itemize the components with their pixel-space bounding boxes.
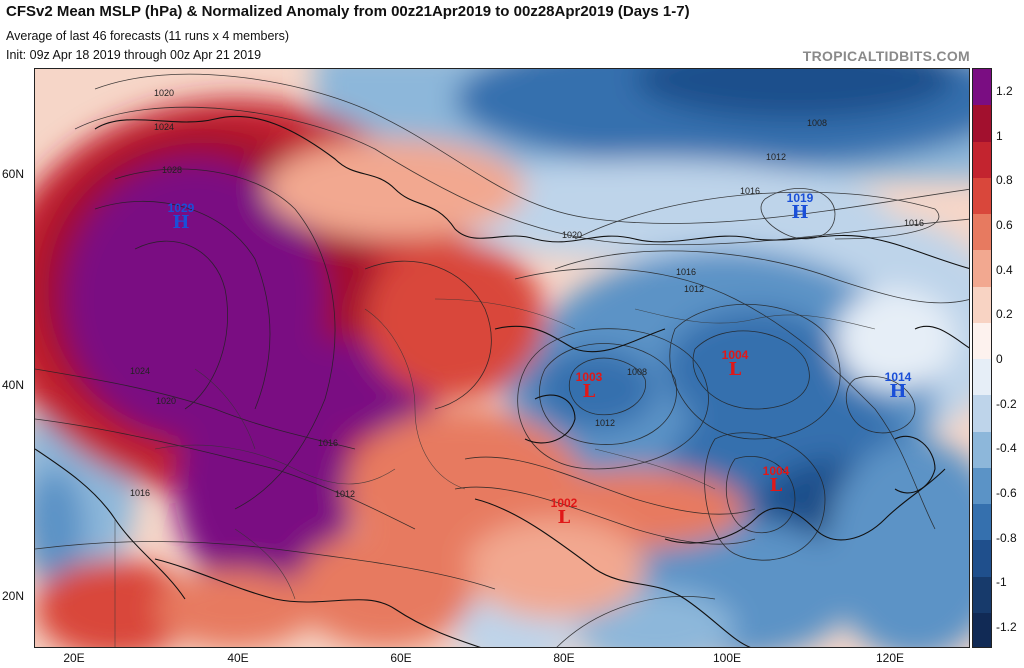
country-borders bbox=[114, 298, 876, 647]
colorbar-tick-label: 1 bbox=[996, 128, 1003, 143]
system-value: 1004 bbox=[721, 348, 749, 362]
system-letter: H bbox=[791, 202, 809, 223]
colorbar-segment bbox=[973, 359, 991, 396]
system-value: 1019 bbox=[786, 191, 814, 205]
colorbar-tick-label: 0 bbox=[996, 352, 1003, 366]
isobar-label: 1012 bbox=[765, 152, 787, 162]
colorbar-segment bbox=[973, 576, 991, 613]
colorbar-tick-label: 1.2 bbox=[996, 84, 1013, 98]
system-value: 1004 bbox=[762, 464, 790, 478]
map-title: CFSv2 Mean MSLP (hPa) & Normalized Anoma… bbox=[6, 3, 690, 20]
isobar-label: 1024 bbox=[153, 122, 175, 132]
colorbar-segment bbox=[973, 177, 991, 214]
anomaly-field bbox=[35, 69, 969, 647]
colorbar-segment bbox=[973, 322, 991, 359]
lon-label-20e: 20E bbox=[63, 651, 85, 665]
lon-label-100e: 100E bbox=[712, 651, 742, 665]
isobar-label: 1012 bbox=[683, 284, 705, 294]
isobar-label: 1028 bbox=[161, 165, 183, 175]
init-time: Init: 09z Apr 18 2019 through 00z Apr 21… bbox=[6, 48, 262, 62]
map-panel bbox=[34, 68, 970, 648]
colorbar-segment bbox=[973, 214, 991, 251]
system-value: 1029 bbox=[167, 201, 195, 215]
isobar-label: 1008 bbox=[626, 367, 648, 377]
isobar-label: 1020 bbox=[155, 396, 177, 406]
colorbar-tick-label: 0.8 bbox=[996, 173, 1013, 188]
system-letter: L bbox=[728, 359, 742, 380]
lon-label-40e: 40E bbox=[227, 651, 249, 665]
colorbar-segment bbox=[973, 431, 991, 468]
colorbar-tick-label: 0.4 bbox=[996, 262, 1013, 277]
lat-label-20n: 20N bbox=[2, 589, 25, 603]
colorbar-tick-label: -0.2 bbox=[996, 396, 1017, 411]
colorbar-segment bbox=[973, 141, 991, 178]
colorbar-tick-label: -1 bbox=[996, 575, 1007, 590]
low-pressure-marker: 1003 L bbox=[576, 371, 603, 401]
isobar-label: 1012 bbox=[594, 418, 616, 428]
isobar-label: 1024 bbox=[129, 366, 151, 376]
isobar-label: 1020 bbox=[561, 230, 583, 240]
colorbar-segment bbox=[973, 467, 991, 504]
system-letter: L bbox=[557, 507, 571, 528]
isobar-label: 1016 bbox=[317, 438, 339, 448]
system-value: 1002 bbox=[550, 496, 578, 510]
isobar-label: 1016 bbox=[903, 218, 925, 228]
colorbar-tick-label: -0.8 bbox=[996, 530, 1017, 545]
high-pressure-marker: 1029 H bbox=[168, 202, 195, 232]
colorbar-segment bbox=[973, 286, 991, 323]
colorbar-segment bbox=[973, 69, 991, 106]
lon-label-60e: 60E bbox=[390, 651, 412, 665]
lon-label-120e: 120E bbox=[875, 651, 905, 665]
lat-label-60n: 60N bbox=[2, 167, 25, 181]
colorbar-segment bbox=[973, 105, 991, 142]
site-watermark: TROPICALTIDBITS.COM bbox=[802, 48, 970, 64]
lat-label-40n: 40N bbox=[2, 378, 25, 392]
colorbar-tick-label: -0.4 bbox=[996, 441, 1017, 456]
low-pressure-marker: 1004 L bbox=[722, 349, 749, 379]
isobar-label: 1012 bbox=[334, 489, 356, 499]
colorbar-segment bbox=[973, 612, 991, 647]
colorbar-tick-label: 0.2 bbox=[996, 307, 1013, 322]
high-pressure-marker: 1019 H bbox=[787, 192, 814, 222]
isobar-contours bbox=[35, 73, 969, 647]
system-letter: L bbox=[769, 475, 783, 496]
low-pressure-marker: 1004 L bbox=[763, 465, 790, 495]
system-letter: H bbox=[172, 212, 190, 233]
colorbar-segment bbox=[973, 395, 991, 432]
colorbar-tick-label: -1.2 bbox=[996, 620, 1017, 634]
system-letter: H bbox=[889, 381, 907, 402]
colorbar bbox=[972, 68, 992, 648]
colorbar-tick-label: 0.6 bbox=[996, 218, 1013, 232]
colorbar-segment bbox=[973, 540, 991, 577]
system-value: 1003 bbox=[575, 370, 603, 384]
system-value: 1014 bbox=[884, 370, 912, 384]
map-subtitle: Average of last 46 forecasts (11 runs x … bbox=[6, 29, 289, 43]
colorbar-segment bbox=[973, 250, 991, 287]
system-letter: L bbox=[582, 381, 596, 402]
high-pressure-marker: 1014 H bbox=[885, 371, 912, 401]
isobar-label: 1020 bbox=[153, 88, 175, 98]
colorbar-segment bbox=[973, 504, 991, 541]
anomaly-map bbox=[35, 69, 969, 647]
isobar-label: 1016 bbox=[739, 186, 761, 196]
isobar-label: 1008 bbox=[806, 118, 828, 128]
lon-label-80e: 80E bbox=[553, 651, 575, 665]
colorbar-tick-label: -0.6 bbox=[996, 486, 1017, 500]
low-pressure-marker: 1002 L bbox=[551, 497, 578, 527]
isobar-label: 1016 bbox=[675, 267, 697, 277]
isobar-label: 1016 bbox=[129, 488, 151, 498]
